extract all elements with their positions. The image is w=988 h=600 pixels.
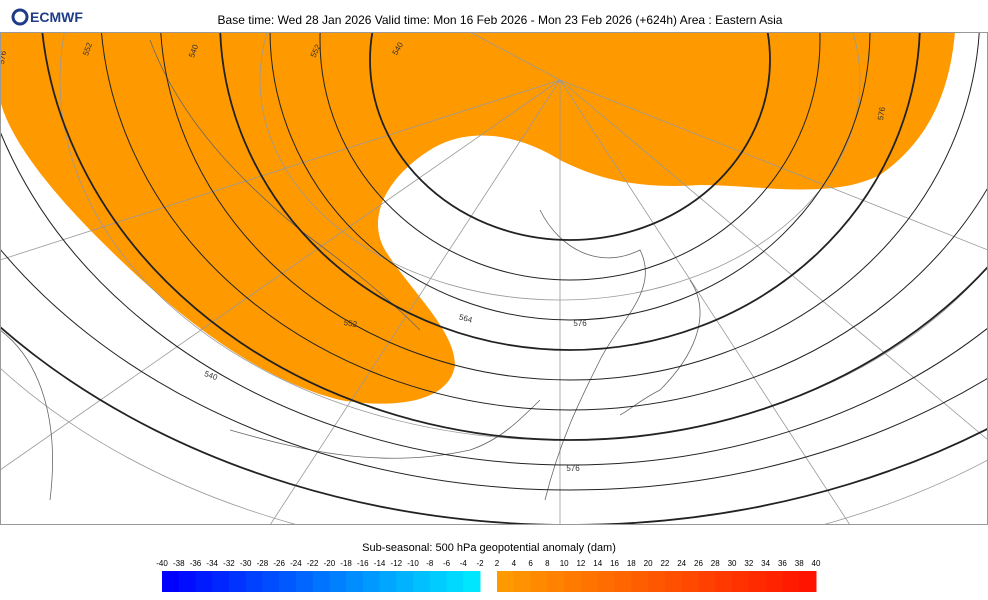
colorbar-segment	[463, 571, 481, 592]
colorbar-segment	[664, 571, 683, 592]
colorbar-tick-label: -18	[340, 559, 352, 568]
colorbar-segment	[681, 571, 699, 592]
colorbar-segment	[379, 571, 397, 592]
colorbar-tick-label: 40	[812, 559, 821, 568]
contour-label: 564	[458, 313, 474, 325]
colorbar-tick-label: -8	[426, 559, 434, 568]
contour-label: 576	[573, 319, 587, 328]
colorbar-tick-label: 24	[677, 559, 686, 568]
colorbar-tick-label: 14	[593, 559, 602, 568]
colorbar-segment	[748, 571, 767, 592]
contour-label: 552	[343, 318, 358, 329]
colorbar-segment	[212, 571, 230, 592]
coastlines	[0, 39, 701, 501]
colorbar-segment	[245, 571, 263, 592]
colorbar-segment	[799, 571, 817, 592]
colorbar-tick-label: -22	[307, 559, 319, 568]
colorbar-segment	[178, 571, 196, 592]
colorbar-tick-label: 38	[795, 559, 804, 568]
colorbar-segment	[782, 571, 800, 592]
colorbar-tick-label: 8	[545, 559, 550, 568]
colorbar-segment	[228, 571, 247, 592]
colorbar-tick-label: -26	[273, 559, 285, 568]
colorbar-tick-label: -12	[391, 559, 403, 568]
header-title: Base time: Wed 28 Jan 2026 Valid time: M…	[218, 13, 783, 27]
colorbar-tick-label: 12	[576, 559, 585, 568]
colorbar-segment	[732, 571, 750, 592]
colorbar-segment	[631, 571, 649, 592]
colorbar: -40 -38 -36 -34 -32 -30 -28 -26 -24 -22 -20 -18 -16-…	[156, 559, 821, 592]
colorbar-segment	[580, 571, 599, 592]
colorbar-segment	[530, 571, 548, 592]
colorbar-segment	[295, 571, 314, 592]
colorbar-tick-label: -34	[206, 559, 218, 568]
colorbar-tick-label: -38	[173, 559, 185, 568]
colorbar-tick-label: 36	[778, 559, 787, 568]
colorbar-segment	[614, 571, 632, 592]
colorbar-segment	[413, 571, 431, 592]
colorbar-segment	[497, 571, 515, 592]
colorbar-segment	[698, 571, 716, 592]
colorbar-segment	[765, 571, 783, 592]
colorbar-tick-label: -36	[190, 559, 202, 568]
contour-label: 540	[187, 43, 200, 59]
colorbar-segment	[396, 571, 414, 592]
colorbar-tick-label: 34	[761, 559, 770, 568]
colorbar-tick-label: 18	[627, 559, 636, 568]
colorbar-tick-label: -10	[407, 559, 419, 568]
colorbar-tick-label: -16	[357, 559, 369, 568]
colorbar-segment	[262, 571, 280, 592]
colorbar-segment	[715, 571, 733, 592]
colorbar-tick-label: 26	[694, 559, 703, 568]
colorbar-segment	[329, 571, 347, 592]
colorbar-tick-label: -14	[374, 559, 386, 568]
colorbar-tick-label: 20	[644, 559, 653, 568]
colorbar-tick-label: 6	[528, 559, 533, 568]
colorbar-tick-label: -2	[476, 559, 484, 568]
colorbar-tick-label: 16	[610, 559, 619, 568]
colorbar-title: Sub-seasonal: 500 hPa geopotential anoma…	[362, 542, 616, 554]
logo: ECMWF	[11, 8, 83, 26]
colorbar-tick-label: 28	[711, 559, 720, 568]
colorbar-tick-label: -20	[324, 559, 336, 568]
colorbar-segment	[195, 571, 213, 592]
colorbar-segment	[648, 571, 666, 592]
colorbar-segment	[513, 571, 532, 592]
colorbar-tick-label: 10	[560, 559, 569, 568]
contour-label: 552	[81, 41, 94, 57]
colorbar-tick-label: -32	[223, 559, 235, 568]
colorbar-tick-label: 4	[512, 559, 517, 568]
contour-label: 576	[876, 106, 887, 121]
colorbar-tick-label: -4	[460, 559, 468, 568]
colorbar-segment	[429, 571, 448, 592]
contour-label: 540	[203, 369, 219, 382]
colorbar-tick-label: -30	[240, 559, 252, 568]
colorbar-segment	[446, 571, 464, 592]
colorbar-tick-label: -6	[443, 559, 451, 568]
colorbar-segment	[312, 571, 330, 592]
colorbar-segment	[162, 571, 180, 592]
colorbar-segment	[362, 571, 381, 592]
colorbar-tick-label: -40	[156, 559, 168, 568]
logo-icon	[11, 8, 29, 26]
colorbar-tick-label: -24	[290, 559, 302, 568]
colorbar-tick-label: 30	[728, 559, 737, 568]
logo-text: ECMWF	[30, 9, 83, 25]
colorbar-tick-label: -28	[257, 559, 269, 568]
colorbar-segment	[547, 571, 565, 592]
colorbar-segment	[597, 571, 616, 592]
colorbar-segment	[279, 571, 297, 592]
contours	[0, 32, 988, 525]
contour-label: 576	[566, 464, 580, 473]
colorbar-tick-label: 2	[495, 559, 500, 568]
colorbar-segment	[346, 571, 364, 592]
contour-label: 576	[0, 50, 8, 65]
colorbar-tick-label: 32	[744, 559, 753, 568]
colorbar-segment	[564, 571, 582, 592]
colorbar-tick-label: 22	[660, 559, 669, 568]
